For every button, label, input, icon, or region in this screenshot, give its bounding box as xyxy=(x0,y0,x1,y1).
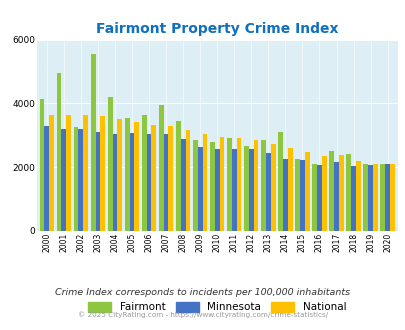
Bar xyxy=(78,129,83,231)
Bar xyxy=(44,126,49,231)
Bar xyxy=(299,160,304,231)
Text: Crime Index corresponds to incidents per 100,000 inhabitants: Crime Index corresponds to incidents per… xyxy=(55,287,350,297)
Bar xyxy=(316,165,321,231)
Bar xyxy=(350,166,355,231)
Bar xyxy=(95,132,100,231)
Bar xyxy=(66,115,71,231)
Bar xyxy=(333,162,338,231)
Bar xyxy=(304,151,309,231)
Bar xyxy=(311,164,316,231)
Bar xyxy=(379,164,384,231)
Bar xyxy=(90,54,95,231)
Bar xyxy=(367,165,372,231)
Bar xyxy=(248,149,253,231)
Bar xyxy=(389,164,394,231)
Bar xyxy=(253,140,258,231)
Bar xyxy=(100,116,105,231)
Bar xyxy=(338,155,343,231)
Bar xyxy=(112,134,117,231)
Bar xyxy=(146,134,151,231)
Bar xyxy=(226,139,231,231)
Bar xyxy=(270,144,275,231)
Bar xyxy=(117,119,122,231)
Bar xyxy=(83,115,88,231)
Bar xyxy=(175,121,180,231)
Bar xyxy=(294,159,299,231)
Bar xyxy=(49,115,54,231)
Bar xyxy=(265,153,270,231)
Bar xyxy=(134,121,139,231)
Bar xyxy=(321,156,326,231)
Text: © 2025 CityRating.com - https://www.cityrating.com/crime-statistics/: © 2025 CityRating.com - https://www.city… xyxy=(78,312,327,318)
Bar xyxy=(40,99,44,231)
Legend: Fairmont, Minnesota, National: Fairmont, Minnesota, National xyxy=(84,297,350,316)
Bar xyxy=(185,130,190,231)
Bar xyxy=(158,105,163,231)
Bar xyxy=(124,118,129,231)
Bar xyxy=(236,138,241,231)
Bar xyxy=(328,151,333,231)
Bar xyxy=(362,164,367,231)
Bar xyxy=(151,125,156,231)
Bar xyxy=(287,148,292,231)
Bar xyxy=(141,115,146,231)
Title: Fairmont Property Crime Index: Fairmont Property Crime Index xyxy=(96,22,338,36)
Bar xyxy=(384,164,389,231)
Bar xyxy=(209,142,214,231)
Bar xyxy=(345,154,350,231)
Bar xyxy=(192,140,197,231)
Bar xyxy=(197,148,202,231)
Bar xyxy=(61,129,66,231)
Bar xyxy=(180,140,185,231)
Bar xyxy=(372,164,377,231)
Bar xyxy=(219,137,224,231)
Bar xyxy=(168,126,173,231)
Bar xyxy=(231,149,236,231)
Bar xyxy=(129,133,134,231)
Bar xyxy=(277,132,282,231)
Bar xyxy=(107,97,112,231)
Bar xyxy=(214,149,219,231)
Bar xyxy=(202,134,207,231)
Bar xyxy=(260,140,265,231)
Bar xyxy=(163,134,168,231)
Bar xyxy=(282,159,287,231)
Bar xyxy=(355,161,360,231)
Bar xyxy=(57,73,61,231)
Bar xyxy=(243,147,248,231)
Bar xyxy=(74,127,78,231)
